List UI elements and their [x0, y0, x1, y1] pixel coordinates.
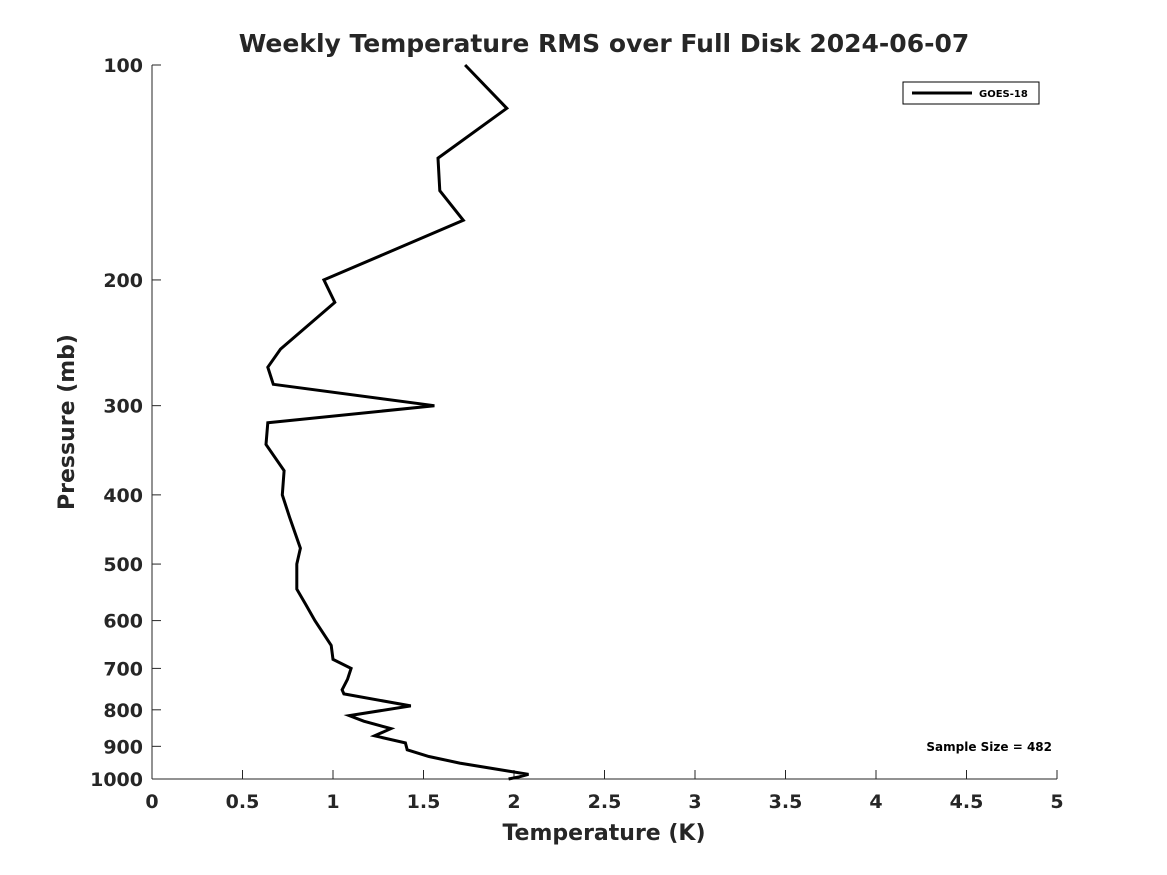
x-tick-label: 4: [869, 791, 882, 813]
x-tick-label: 2.5: [588, 791, 622, 813]
x-tick-label: 1.5: [407, 791, 441, 813]
y-tick-label: 900: [103, 736, 143, 758]
y-tick-label: 1000: [90, 769, 143, 791]
legend: GOES-18: [902, 81, 1040, 105]
x-tick-label: 1: [326, 791, 339, 813]
chart-title: Weekly Temperature RMS over Full Disk 20…: [239, 29, 970, 58]
legend-label-goes-18: GOES-18: [979, 89, 1028, 100]
x-axis-ticks: 0 0.5 1 1.5 2 2.5 3 3.5 4 4.5 5: [145, 770, 1064, 813]
y-tick-label: 800: [103, 700, 143, 722]
y-tick-label: 700: [103, 658, 143, 680]
y-tick-label: 300: [103, 396, 143, 418]
y-tick-label: 400: [103, 485, 143, 507]
y-tick-label: 200: [103, 270, 143, 292]
x-tick-label: 5: [1050, 791, 1063, 813]
y-axis-ticks: 100 200 300 400 500 600 700 800 900 1000: [90, 55, 161, 791]
x-axis-label: Temperature (K): [502, 821, 705, 846]
y-tick-label: 100: [103, 55, 143, 77]
x-tick-label: 4.5: [950, 791, 984, 813]
x-tick-label: 2: [507, 791, 520, 813]
sample-size-annotation: Sample Size = 482: [926, 740, 1052, 754]
x-tick-label: 0: [145, 791, 158, 813]
plot-area: [152, 65, 1057, 779]
y-tick-label: 600: [103, 611, 143, 633]
series-layer: [264, 63, 529, 781]
x-tick-label: 3.5: [769, 791, 803, 813]
x-tick-label: 3: [688, 791, 701, 813]
x-tick-label: 0.5: [226, 791, 260, 813]
y-axis-label: Pressure (mb): [55, 334, 80, 510]
y-tick-label: 500: [103, 554, 143, 576]
series-line-goes-18: [264, 63, 529, 781]
